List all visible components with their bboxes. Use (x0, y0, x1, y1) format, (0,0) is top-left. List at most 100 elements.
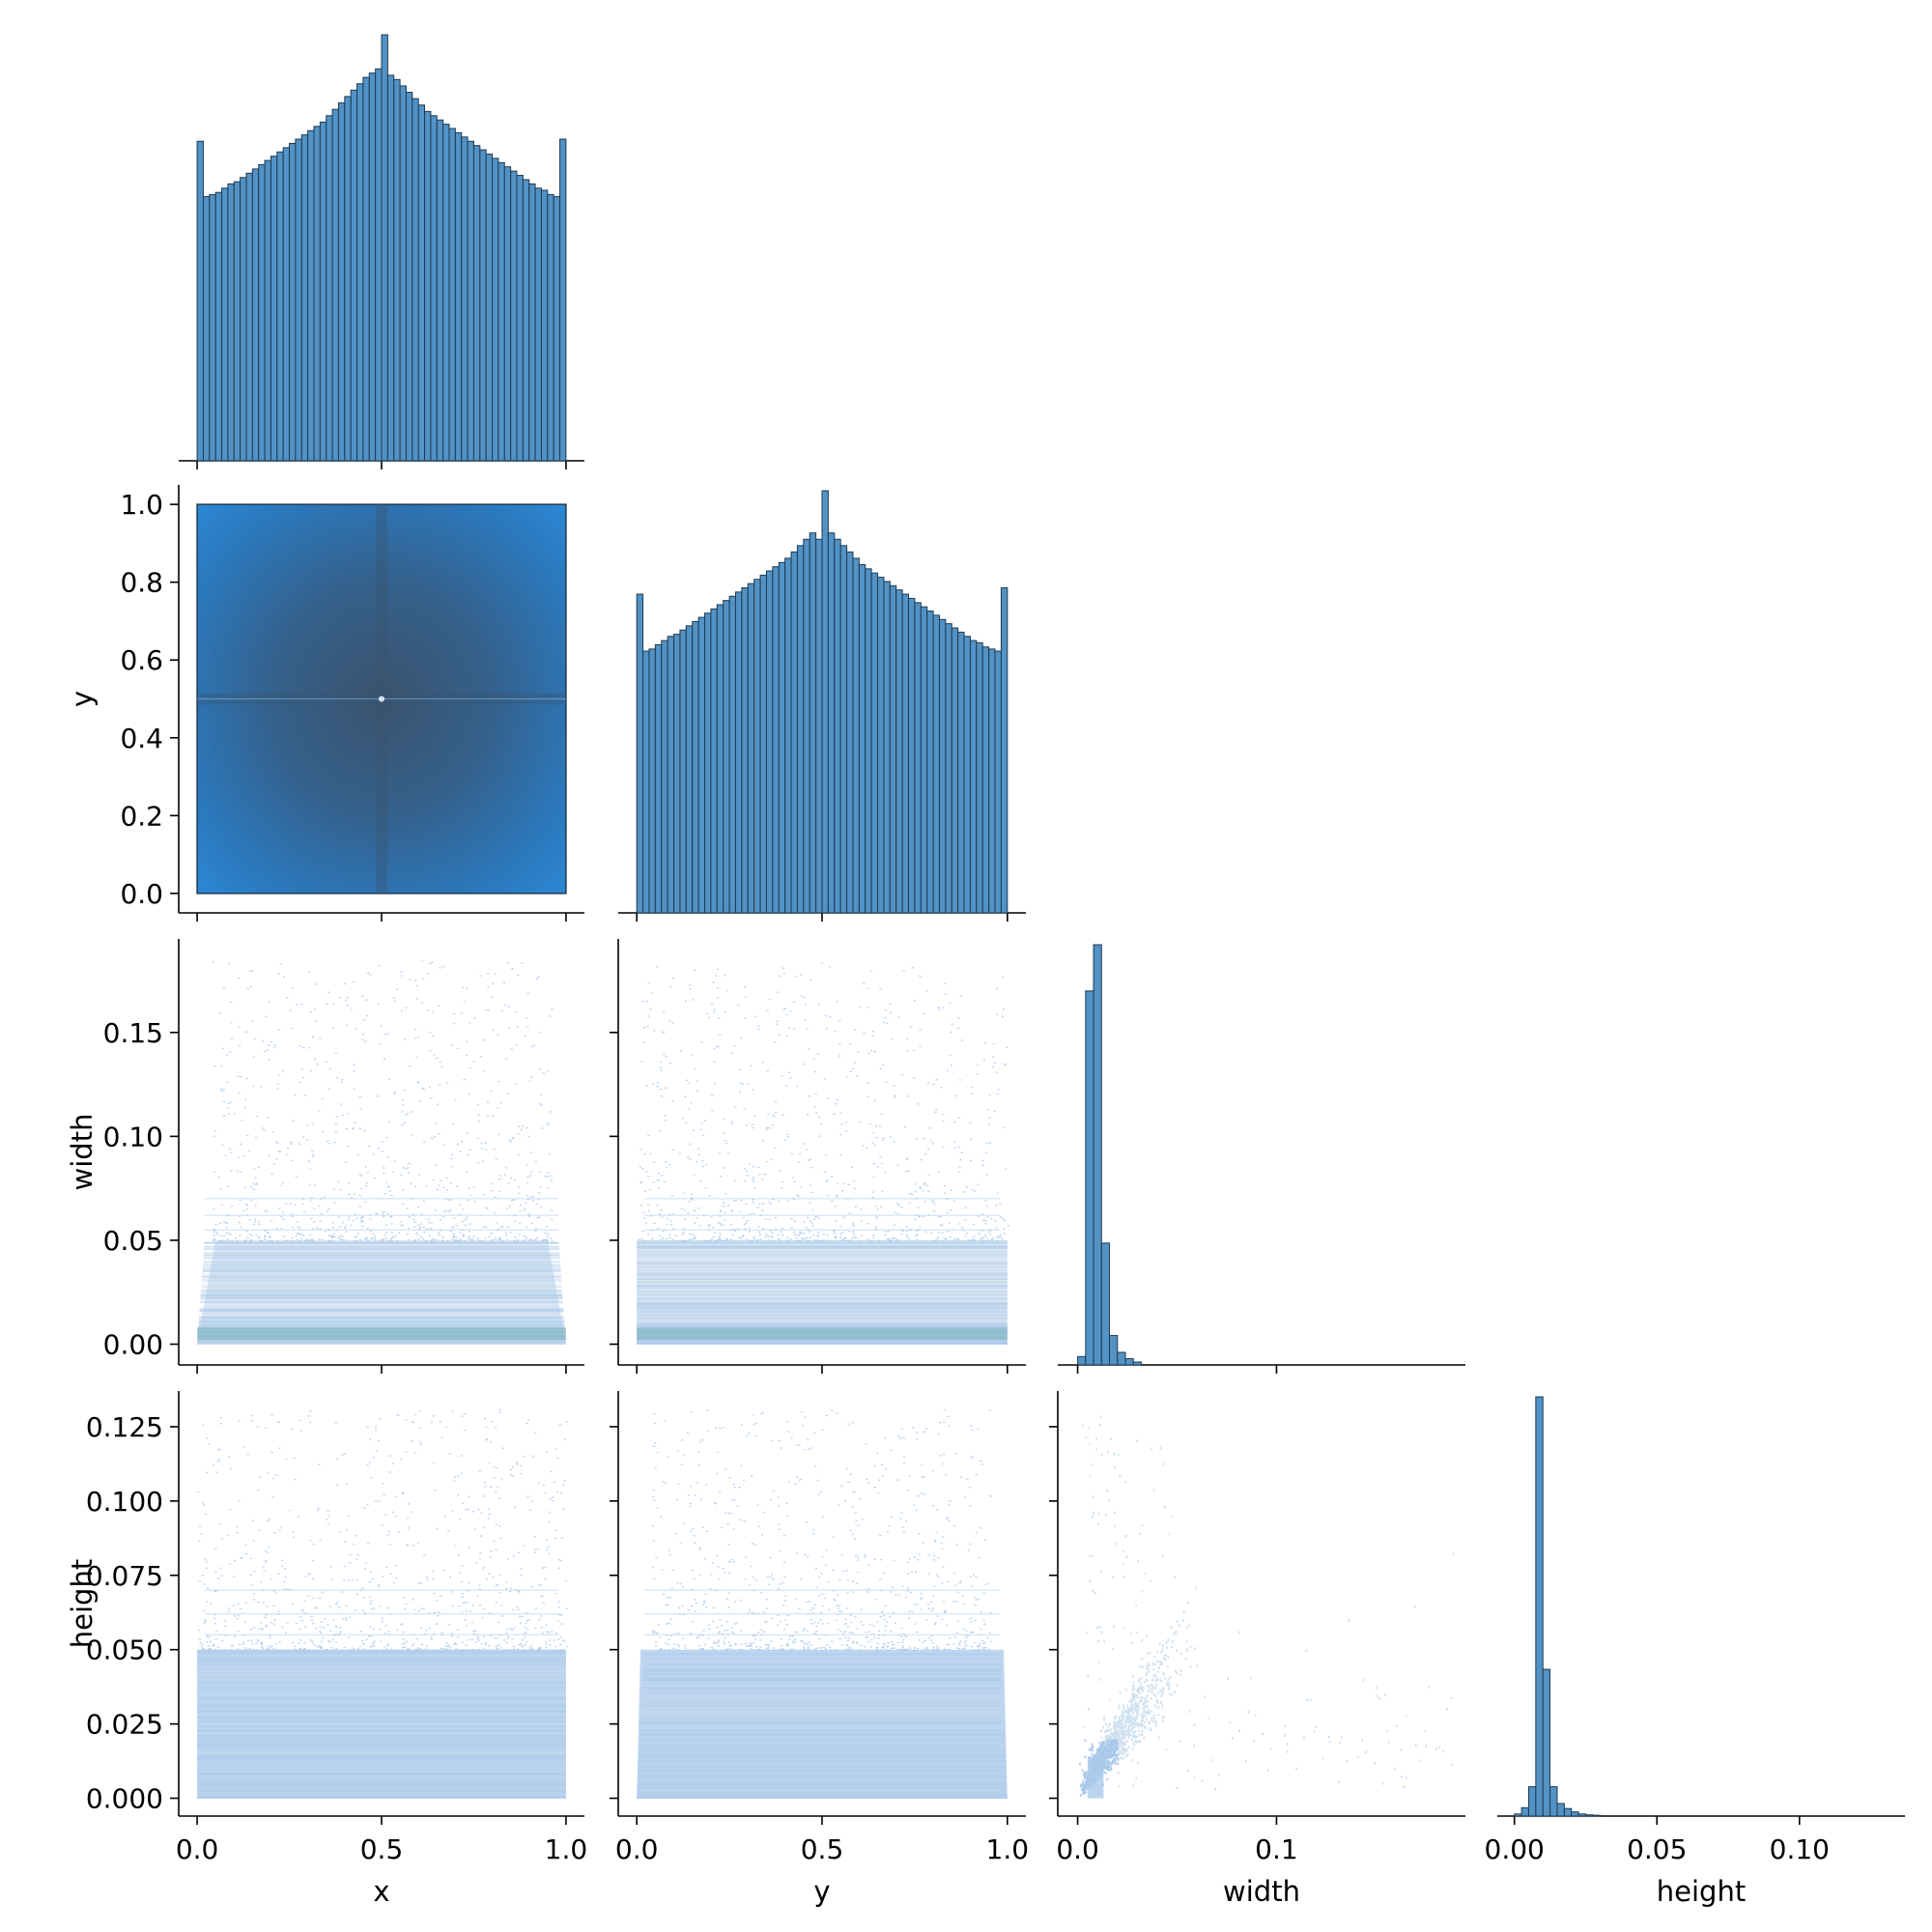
hx-pt-845 (484, 1486, 487, 1488)
hx-pt-837 (518, 1643, 521, 1646)
wx-pt-507 (391, 1232, 394, 1234)
wy-pt-491 (719, 1222, 722, 1224)
hx-pt-116 (198, 1540, 201, 1542)
wy-pt-191 (745, 1124, 749, 1126)
wx-pt-437 (223, 1115, 226, 1118)
wx-pt-812 (236, 1239, 239, 1242)
wx-pt-424 (239, 1199, 242, 1202)
wy-pt-335 (759, 1238, 762, 1240)
hy-pt-703 (959, 1640, 962, 1643)
hw-pt-77 (1116, 1746, 1118, 1749)
hx-pt-755 (264, 1616, 267, 1618)
wx-pt-782 (259, 1239, 262, 1242)
wy-pt-159 (722, 1224, 724, 1226)
wy-pt-440 (752, 1089, 755, 1091)
hy-pt-826 (878, 1479, 881, 1481)
wy-pt-471 (787, 1239, 790, 1242)
hy-pt-730 (927, 1554, 930, 1556)
wy-pt-226 (824, 1014, 828, 1017)
hx-pt-496 (560, 1623, 564, 1625)
hy-pt-61 (690, 1486, 693, 1488)
hy-pt-319 (916, 1604, 919, 1605)
wx-pt-124 (428, 1221, 431, 1224)
wy-pt-704 (835, 1195, 838, 1198)
wx-pt-441 (511, 1137, 514, 1140)
hy-pt-527 (829, 1646, 832, 1648)
hx-pt-718 (391, 1649, 394, 1651)
hx-pt-226 (375, 1450, 378, 1452)
hist-x-bar-8 (245, 172, 253, 462)
wx-pt-34 (216, 1233, 219, 1236)
wx-pt-756 (236, 1170, 240, 1173)
hist-width-bar-4 (1109, 1335, 1119, 1366)
wy-pt-371 (664, 1120, 667, 1122)
hx-pt-312 (448, 1624, 451, 1626)
wx-pt-396 (358, 1206, 361, 1208)
hx-pt-763 (298, 1647, 301, 1650)
hy-pt-437 (780, 1638, 783, 1640)
hy-pt-603 (969, 1617, 972, 1620)
wx-pt-896 (470, 1237, 473, 1240)
hist-width-bar-7 (1132, 1361, 1142, 1366)
wy-pt-821 (927, 1174, 930, 1176)
wy-pt-328 (761, 1061, 764, 1064)
hy-pt-390 (940, 1542, 943, 1545)
wx-pt-833 (512, 1137, 515, 1139)
wx-pt-337 (325, 1231, 327, 1233)
hy-pt-446 (687, 1493, 690, 1496)
wx-pt-802 (453, 1217, 456, 1220)
hist-x-bar-53 (522, 179, 530, 462)
wy-pt-561 (926, 1184, 929, 1186)
hy-pt-787 (687, 1608, 690, 1611)
hx-pt-180 (474, 1528, 477, 1530)
hx-ytick-label-4: 0.100 (86, 1486, 163, 1518)
wy-pt-129 (955, 1237, 958, 1239)
hx-pt-775 (327, 1515, 330, 1517)
wx-pt-898 (377, 1148, 380, 1150)
hy-pt-400 (969, 1621, 972, 1623)
hx-pt-63 (220, 1575, 223, 1577)
wx-pt-81 (373, 1236, 377, 1237)
wx-pt-819 (327, 1210, 329, 1212)
wx-pt-576 (368, 974, 372, 976)
hy-pt-614 (727, 1544, 730, 1546)
hist-y-bar-58 (994, 650, 1002, 914)
wx-pt-78 (546, 1069, 549, 1072)
hx-pt-877 (557, 1567, 560, 1569)
hx-pt-756 (412, 1545, 415, 1547)
hy-pt-520 (855, 1520, 858, 1522)
hx-pt-884 (385, 1648, 388, 1650)
hx-pt-536 (331, 1649, 334, 1651)
hy-pt-897 (690, 1410, 693, 1413)
hy-pt-207 (816, 1479, 819, 1482)
wy-pt-419 (778, 975, 781, 978)
wx-pt-398 (490, 1090, 493, 1093)
wy-pt-267 (890, 1037, 894, 1039)
wx-pt-45 (414, 1185, 417, 1187)
wy-pt-350 (871, 1235, 875, 1236)
wy-pt-601 (969, 1159, 973, 1162)
wy-pt-90 (932, 1083, 935, 1086)
hx-pt-751 (515, 1588, 518, 1591)
hy-pt-727 (652, 1489, 655, 1492)
hy-pt-64 (712, 1648, 715, 1650)
hy-pt-495 (724, 1637, 726, 1639)
wy-pt-185 (719, 1238, 722, 1240)
wx-pt-238 (547, 1233, 550, 1236)
wx-pt-646 (225, 1232, 228, 1235)
hx-pt-829 (560, 1614, 563, 1616)
hx-pt-384 (328, 1605, 331, 1607)
wy-pt-342 (987, 1231, 990, 1233)
hx-pt-324 (542, 1484, 546, 1487)
hy-pt-587 (724, 1649, 726, 1652)
wx-pt-547 (492, 1238, 495, 1241)
hy-pt-240 (773, 1647, 776, 1649)
wy-pt-169 (915, 1239, 918, 1241)
hy-pt-734 (941, 1618, 944, 1621)
wx-pt-766 (517, 1153, 520, 1156)
hx-pt-227 (526, 1419, 530, 1421)
wx-pt-734 (380, 1239, 383, 1242)
wy-pt-219 (945, 1239, 948, 1241)
hy-pt-310 (875, 1649, 878, 1651)
hist-x-bar-17 (300, 134, 309, 462)
